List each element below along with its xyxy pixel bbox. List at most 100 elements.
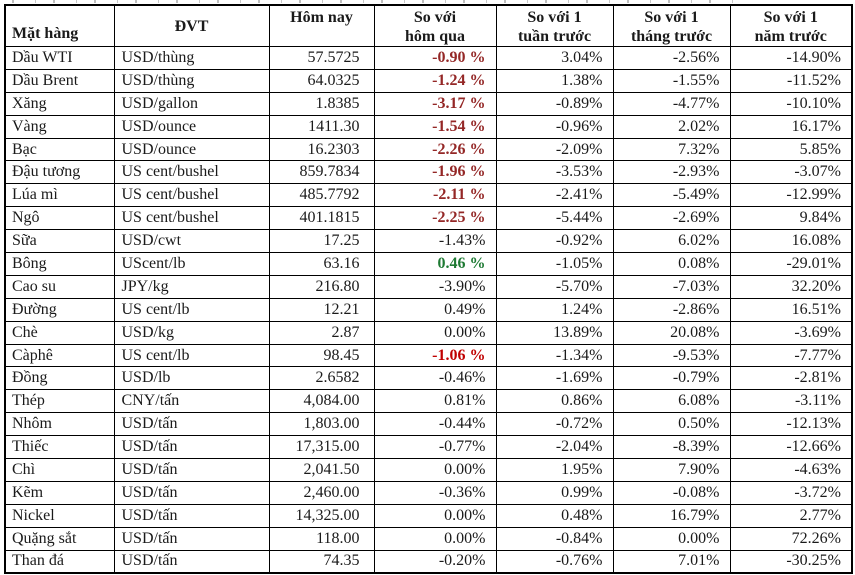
table-row: Lúa mì US cent/bushel 485.7792 -2.11 % -2.41…: [4, 183, 853, 208]
vs-week-cell: 0.99%: [495, 480, 614, 505]
item-cell: Cao su: [4, 274, 115, 299]
vs-month-cell: -1.55%: [612, 68, 731, 93]
today-cell: 17,315.00: [268, 435, 375, 460]
vs-week-cell: -0.92%: [495, 229, 614, 254]
vs-yesterday-cell: 0.00%: [373, 503, 497, 528]
vs-yesterday-cell: -2.11 %: [373, 183, 497, 208]
table-row: Than đá USD/tấn 74.35 -0.20% -0.76% 7.01% -30.…: [4, 549, 853, 574]
vs-yesterday-cell: 0.81%: [373, 389, 497, 414]
item-cell: Xăng: [4, 91, 115, 116]
vs-month-cell: 6.02%: [612, 229, 731, 254]
vs-year-cell: -10.10%: [729, 91, 853, 116]
table-row: Thép CNY/tấn 4,084.00 0.81% 0.86% 6.08% -3.11%: [4, 389, 853, 414]
vs-week-cell: 0.48%: [495, 503, 614, 528]
item-cell: Dầu Brent: [4, 68, 115, 93]
unit-cell: US cent/lb: [113, 343, 270, 368]
vs-year-cell: 16.51%: [729, 297, 853, 322]
vs-week-cell: 1.24%: [495, 297, 614, 322]
vs-week-cell: -3.53%: [495, 160, 614, 185]
today-cell: 401.1815: [268, 206, 375, 231]
vs-week-cell: -2.41%: [495, 183, 614, 208]
today-cell: 859.7834: [268, 160, 375, 185]
table-row: Càphê US cent/lb 98.45 -1.06 % -1.34% -9.53% -…: [4, 343, 853, 368]
item-cell: Vàng: [4, 114, 115, 139]
unit-cell: USD/tấn: [113, 412, 270, 437]
item-cell: Nhôm: [4, 412, 115, 437]
table-row: Cao su JPY/kg 216.80 -3.90% -5.70% -7.03% 32.2…: [4, 274, 853, 299]
table-row: Nhôm USD/tấn 1,803.00 -0.44% -0.72% 0.50% -12.…: [4, 412, 853, 437]
unit-cell: USD/thùng: [113, 46, 270, 70]
unit-cell: USD/tấn: [113, 480, 270, 505]
vs-year-cell: -3.69%: [729, 320, 853, 345]
today-cell: 1.8385: [268, 91, 375, 116]
vs-yesterday-cell: 0.00%: [373, 458, 497, 482]
today-cell: 64.0325: [268, 68, 375, 93]
unit-cell: US cent/lb: [113, 297, 270, 322]
unit-cell: US cent/bushel: [113, 206, 270, 231]
vs-month-cell: -2.93%: [612, 160, 731, 185]
vs-year-cell: 32.20%: [729, 274, 853, 299]
item-cell: Chè: [4, 320, 115, 345]
vs-year-cell: 2.77%: [729, 503, 853, 528]
vs-week-cell: -0.76%: [495, 549, 614, 574]
item-cell: Bạc: [4, 137, 115, 162]
unit-cell: USD/thùng: [113, 68, 270, 93]
vs-week-cell: -1.69%: [495, 366, 614, 391]
table-row: Đậu tương US cent/bushel 859.7834 -1.96 % -3…: [4, 160, 853, 185]
unit-cell: JPY/kg: [113, 274, 270, 299]
vs-month-cell: 7.32%: [612, 137, 731, 162]
table-row: Bạc USD/ounce 16.2303 -2.26 % -2.09% 7.32% 5.8…: [4, 137, 853, 162]
table-row: Sữa USD/cwt 17.25 -1.43% -0.92% 6.02% 16.08%: [4, 229, 853, 254]
vs-year-cell: 72.26%: [729, 526, 853, 551]
vs-year-cell: 9.84%: [729, 206, 853, 231]
vs-month-cell: 0.00%: [612, 526, 731, 551]
item-cell: Đồng: [4, 366, 115, 391]
today-cell: 485.7792: [268, 183, 375, 208]
vs-week-cell: -0.89%: [495, 91, 614, 116]
vs-month-cell: -2.56%: [612, 46, 731, 70]
vs-year-cell: -12.99%: [729, 183, 853, 208]
vs-yesterday-cell: -0.20%: [373, 549, 497, 574]
table-row: Thiếc USD/tấn 17,315.00 -0.77% -2.04% -8.39% -…: [4, 435, 853, 460]
table-row: Dầu WTI USD/thùng 57.5725 -0.90 % 3.04% -2.56…: [4, 46, 853, 70]
vs-week-cell: -5.44%: [495, 206, 614, 231]
item-cell: Kẽm: [4, 480, 115, 505]
item-cell: Thép: [4, 389, 115, 414]
today-cell: 63.16: [268, 252, 375, 276]
vs-yesterday-cell: 0.00%: [373, 320, 497, 345]
vs-yesterday-cell: -0.46%: [373, 366, 497, 391]
item-cell: Càphê: [4, 343, 115, 368]
vs-week-cell: 13.89%: [495, 320, 614, 345]
today-cell: 118.00: [268, 526, 375, 551]
vs-year-cell: -14.90%: [729, 46, 853, 70]
table-body: Dầu WTI USD/thùng 57.5725 -0.90 % 3.04% -2.56…: [4, 46, 853, 574]
unit-cell: USD/kg: [113, 320, 270, 345]
vs-year-cell: -4.63%: [729, 458, 853, 482]
cropped-caption-remnant: [12, 0, 742, 3]
vs-month-cell: -0.79%: [612, 366, 731, 391]
item-cell: Đậu tương: [4, 160, 115, 185]
column-header-vs-week: So với 1 tuần trước: [495, 4, 614, 47]
vs-year-cell: -29.01%: [729, 252, 853, 276]
today-cell: 1,803.00: [268, 412, 375, 437]
today-cell: 2.6582: [268, 366, 375, 391]
vs-yesterday-cell: -1.54 %: [373, 114, 497, 139]
vs-month-cell: 7.90%: [612, 458, 731, 482]
vs-year-cell: -11.52%: [729, 68, 853, 93]
unit-cell: USD/ounce: [113, 137, 270, 162]
unit-cell: USD/tấn: [113, 503, 270, 528]
vs-month-cell: -7.03%: [612, 274, 731, 299]
item-cell: Ngô: [4, 206, 115, 231]
table-row: Ngô US cent/bushel 401.1815 -2.25 % -5.44% -2…: [4, 206, 853, 231]
vs-yesterday-cell: -0.44%: [373, 412, 497, 437]
table-row: Nickel USD/tấn 14,325.00 0.00% 0.48% 16.79% 2.…: [4, 503, 853, 528]
vs-week-cell: -1.05%: [495, 252, 614, 276]
today-cell: 74.35: [268, 549, 375, 574]
today-cell: 14,325.00: [268, 503, 375, 528]
vs-month-cell: 6.08%: [612, 389, 731, 414]
today-cell: 12.21: [268, 297, 375, 322]
vs-yesterday-cell: -3.17 %: [373, 91, 497, 116]
vs-week-cell: -0.96%: [495, 114, 614, 139]
